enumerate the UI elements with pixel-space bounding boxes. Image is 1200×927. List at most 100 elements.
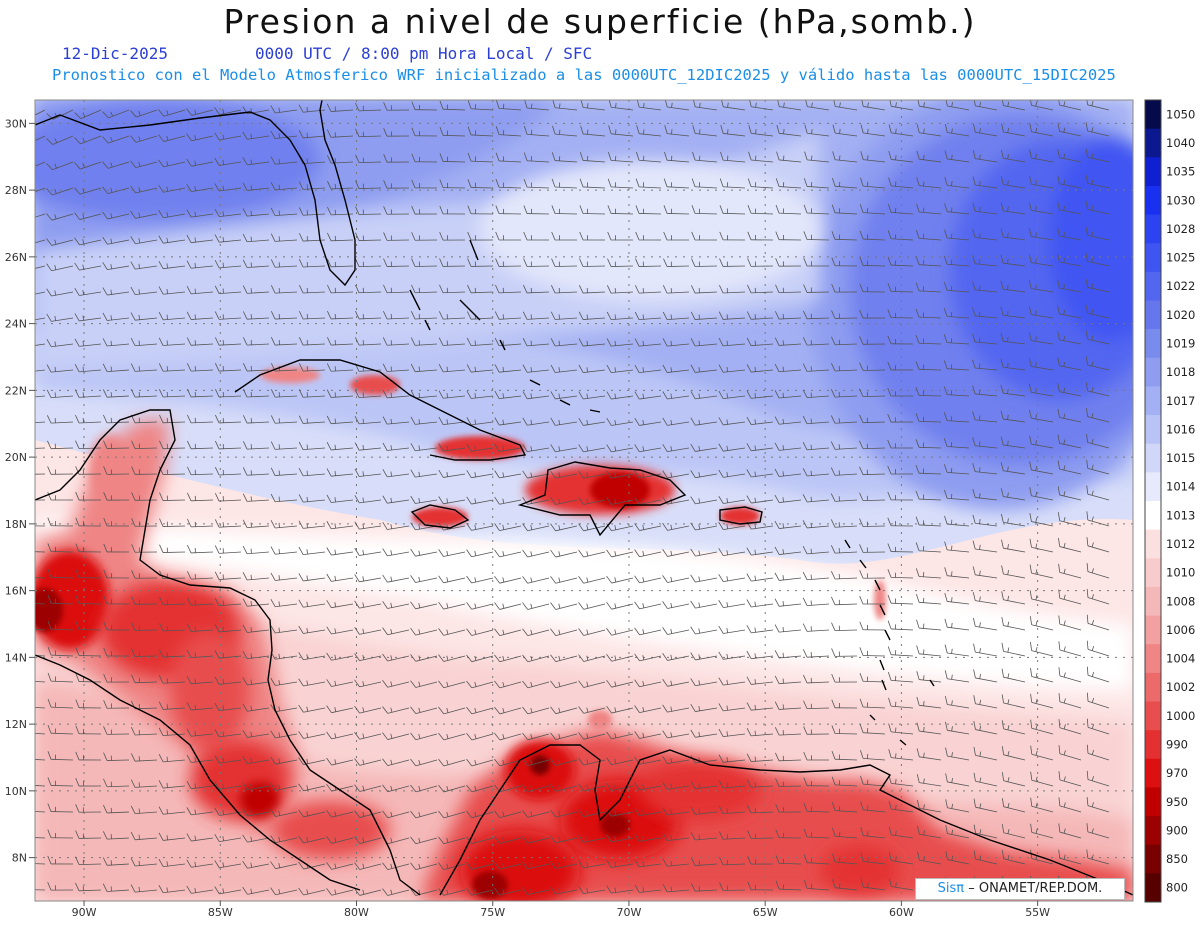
wind-barb xyxy=(298,441,326,451)
wind-barb xyxy=(664,125,690,137)
wind-barb xyxy=(719,231,746,241)
wind-barb xyxy=(158,184,186,193)
wind-barb xyxy=(1030,771,1054,787)
wind-barb xyxy=(775,829,802,839)
wind-barb xyxy=(859,621,886,631)
wind-barb xyxy=(578,364,606,373)
wind-barb xyxy=(1030,797,1054,813)
wind-barb xyxy=(326,494,354,503)
lon-tick-label: 65W xyxy=(753,906,778,919)
wind-barb xyxy=(1058,849,1082,865)
wind-barb xyxy=(973,643,998,657)
wind-barb xyxy=(354,888,382,896)
wind-barb xyxy=(130,884,158,893)
wind-barb xyxy=(354,810,382,818)
wind-barb xyxy=(662,391,690,400)
wind-barb xyxy=(354,495,382,504)
wind-barb xyxy=(973,720,998,735)
wind-barb xyxy=(35,291,46,295)
wind-barb xyxy=(747,830,774,839)
wind-barb xyxy=(326,600,354,609)
wind-barb xyxy=(35,447,46,449)
wind-barb xyxy=(663,258,690,267)
wind-barb xyxy=(606,417,634,426)
wind-barb xyxy=(943,438,970,449)
wind-barb xyxy=(860,177,886,189)
wind-barb xyxy=(495,152,522,163)
wind-barb xyxy=(578,809,606,818)
wind-barb xyxy=(298,104,326,113)
wind-barb xyxy=(579,152,606,163)
wind-barb xyxy=(550,835,578,844)
wind-barb xyxy=(972,176,998,189)
wind-barb xyxy=(35,395,46,398)
wind-barb xyxy=(972,411,998,423)
wind-barb xyxy=(186,108,214,116)
wind-barb xyxy=(214,755,242,764)
lon-tick-label: 70W xyxy=(617,906,642,919)
wind-barb xyxy=(103,466,130,475)
wind-barb xyxy=(75,699,102,709)
wind-barb xyxy=(74,187,102,195)
wind-barb xyxy=(158,311,186,321)
wind-barb xyxy=(242,677,270,686)
wind-barb xyxy=(467,179,494,189)
wind-barb xyxy=(887,620,914,631)
wind-barb xyxy=(1000,513,1026,527)
wind-barb xyxy=(354,705,382,714)
wind-barb xyxy=(944,203,970,215)
wind-barb xyxy=(1086,692,1110,709)
wind-barb xyxy=(1029,409,1054,423)
wind-barb xyxy=(186,807,214,816)
wind-barb xyxy=(1085,330,1110,345)
wind-barb xyxy=(382,758,410,767)
wind-barb xyxy=(802,623,830,632)
wind-barb xyxy=(102,857,130,866)
wind-barb xyxy=(46,415,74,424)
wind-barb xyxy=(382,706,410,714)
wind-barb xyxy=(634,285,662,294)
wind-barb xyxy=(803,674,830,684)
wind-barb xyxy=(634,627,662,636)
wind-barb xyxy=(130,261,158,270)
wind-barb xyxy=(550,602,578,610)
colorbar-label: 1022 xyxy=(1166,279,1195,293)
wind-barb xyxy=(214,363,242,372)
wind-barb xyxy=(186,234,214,244)
wind-barb xyxy=(270,809,298,817)
wind-barb xyxy=(803,204,830,215)
wind-barb xyxy=(607,231,634,241)
wind-barb xyxy=(944,567,970,579)
wind-barb xyxy=(327,310,354,320)
wind-barb xyxy=(270,467,298,476)
wind-barb xyxy=(775,231,802,241)
colorbar-swatch xyxy=(1145,529,1161,559)
lat-tick-label: 8N xyxy=(12,852,27,865)
wind-barb xyxy=(410,363,438,373)
colorbar-label: 1050 xyxy=(1166,107,1195,121)
wind-barb xyxy=(606,757,634,766)
wind-barb xyxy=(438,549,466,557)
wind-barb xyxy=(551,205,578,215)
wind-barb xyxy=(214,597,242,607)
wind-barb xyxy=(214,886,242,895)
wind-barb xyxy=(438,311,466,320)
wind-barb xyxy=(383,258,410,267)
wind-barb xyxy=(298,415,326,424)
wind-barb xyxy=(1086,770,1110,787)
wind-barb xyxy=(186,780,214,790)
wind-barb xyxy=(859,673,886,683)
wind-barb xyxy=(775,284,802,294)
wind-barb xyxy=(103,673,130,683)
wind-barb xyxy=(35,525,46,527)
wind-barb xyxy=(832,177,858,189)
wind-barb xyxy=(130,363,158,372)
wind-barb xyxy=(75,647,102,657)
wind-barb xyxy=(915,334,942,345)
wind-barb xyxy=(887,672,914,683)
wind-barb xyxy=(411,101,438,111)
wind-barb xyxy=(130,337,158,347)
wind-barb xyxy=(466,602,494,610)
wind-barb xyxy=(690,391,718,400)
wind-barb xyxy=(945,721,970,735)
